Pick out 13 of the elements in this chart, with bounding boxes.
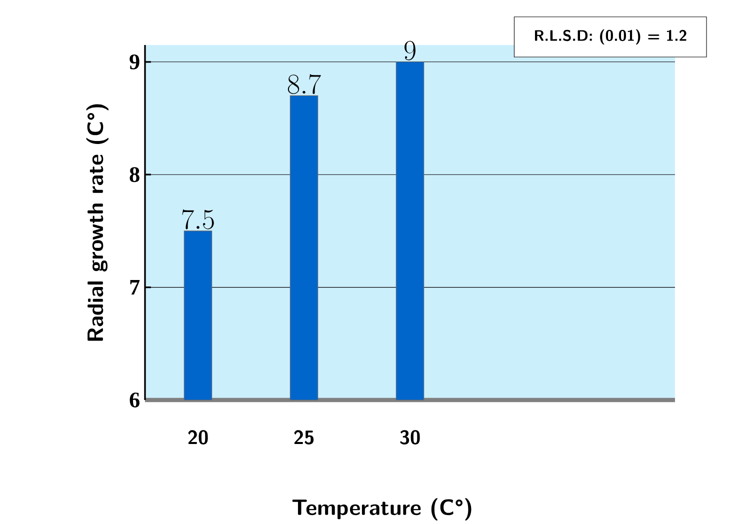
text: R.L.S.D: (0.01) = 1.2 (534, 29, 686, 45)
y-tick-label: 7 (130, 280, 140, 295)
y-axis-title: Radial growth rate (C°) (86, 104, 108, 341)
y-tick-label: 6 (130, 392, 140, 408)
x-axis-title: Temperature (C°) (292, 498, 472, 520)
x-tick-label: 25 (294, 430, 314, 444)
data-label: 9 (404, 40, 416, 60)
data-label: 8.7 (288, 74, 321, 94)
data-label: 7.5 (182, 209, 214, 230)
x-tick-label: 30 (400, 430, 420, 444)
x-tick-label: 20 (188, 430, 208, 444)
y-tick-label: 8 (130, 167, 140, 182)
y-tick-label: 9 (130, 54, 140, 70)
